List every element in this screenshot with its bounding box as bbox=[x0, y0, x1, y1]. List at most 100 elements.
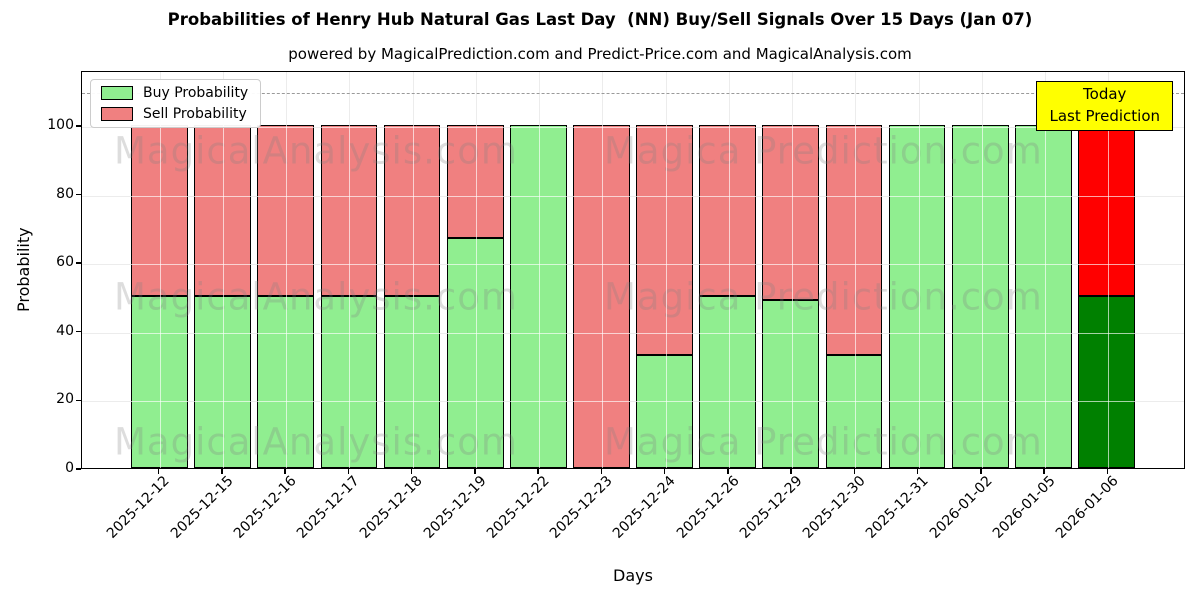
y-tick-mark bbox=[76, 399, 81, 402]
x-axis-label: Days bbox=[613, 566, 653, 585]
x-tick-label-text: 2025-12-12 bbox=[104, 473, 173, 542]
y-tick-label: 80 bbox=[56, 185, 74, 202]
sell-swatch-icon bbox=[101, 107, 133, 122]
bar-segment-sell bbox=[573, 124, 630, 468]
bar-segment-sell bbox=[320, 124, 378, 297]
x-tick-label-text: 2025-12-24 bbox=[610, 473, 679, 542]
watermark-text: MagicalAnalysis.com bbox=[114, 275, 518, 319]
v-gridline-front bbox=[349, 72, 351, 468]
bar-slot-2025-12-23 bbox=[570, 72, 633, 468]
bar-segment-buy bbox=[1078, 296, 1135, 468]
x-tick-label-text: 2025-12-16 bbox=[230, 473, 300, 542]
y-tick-label: 100 bbox=[47, 116, 74, 133]
v-gridline-front bbox=[855, 72, 857, 468]
bar-segment-buy bbox=[762, 299, 820, 468]
x-tick-mark bbox=[347, 469, 350, 474]
buy-swatch-icon bbox=[101, 86, 133, 101]
bar-segment-buy bbox=[383, 296, 441, 468]
x-tick-mark bbox=[537, 469, 539, 474]
x-tick-mark bbox=[980, 469, 982, 474]
x-tick-label-text: 2026-01-02 bbox=[926, 473, 996, 542]
bar-segment-sell bbox=[446, 124, 504, 239]
x-tick-mark bbox=[410, 469, 413, 474]
v-gridline-front bbox=[602, 72, 604, 468]
bar-slot-2025-12-15 bbox=[191, 72, 254, 468]
x-tick-label-text: 2025-12-22 bbox=[483, 473, 553, 542]
today-annotation-line1: Today bbox=[1083, 85, 1127, 103]
bar-slot-2025-12-19 bbox=[444, 72, 507, 468]
x-tick-label-text: 2026-01-06 bbox=[1052, 473, 1122, 542]
watermark-text: MagicalAnalysis.com bbox=[114, 420, 518, 464]
x-tick-label-text: 2025-12-30 bbox=[799, 473, 869, 542]
y-tick-mark bbox=[76, 193, 81, 196]
plot-area: Buy Probability Sell Probability Today L… bbox=[81, 71, 1185, 469]
bar-segment-buy bbox=[257, 296, 315, 468]
bar-segment-buy bbox=[636, 354, 693, 468]
legend-sell-label: Sell Probability bbox=[143, 106, 247, 123]
legend-buy-label: Buy Probability bbox=[143, 85, 249, 101]
bar-slot-2025-12-31 bbox=[886, 72, 949, 468]
bar-slot-2025-12-18 bbox=[381, 72, 444, 468]
x-tick-mark bbox=[663, 469, 666, 474]
bar-segment-buy bbox=[699, 296, 757, 468]
bar-slot-2026-01-05 bbox=[1012, 72, 1075, 468]
v-gridline-front bbox=[475, 72, 477, 468]
bar-segment-buy bbox=[446, 238, 504, 468]
watermark-text: Magica Prediction.com bbox=[604, 420, 1043, 464]
x-tick-mark bbox=[284, 469, 286, 474]
x-tick-label-text: 2025-12-19 bbox=[420, 473, 490, 542]
v-gridline-front bbox=[792, 72, 794, 468]
bar-slot-2026-01-06 bbox=[1075, 72, 1138, 468]
v-gridline-front bbox=[286, 72, 288, 468]
v-gridline-front bbox=[981, 72, 983, 468]
x-tick-mark bbox=[853, 469, 856, 474]
x-tick-mark bbox=[1043, 469, 1045, 474]
bar-segment-sell bbox=[762, 124, 820, 300]
y-tick-mark bbox=[76, 468, 81, 470]
bar-segment-sell bbox=[383, 124, 441, 297]
y-tick-label: 40 bbox=[56, 322, 74, 339]
h-gridline-front bbox=[82, 126, 1184, 128]
y-tick-label: 0 bbox=[65, 460, 74, 476]
bar-slot-2025-12-24 bbox=[633, 72, 696, 468]
x-tick-mark bbox=[916, 469, 919, 474]
bar-segment-sell bbox=[194, 124, 252, 297]
watermark-text: MagicalAnalysis.com bbox=[114, 129, 518, 173]
bar-slot-2025-12-16 bbox=[254, 72, 317, 468]
x-tick-mark bbox=[600, 469, 603, 474]
bar-slot-2025-12-30 bbox=[822, 72, 885, 468]
bar-segment-sell bbox=[131, 124, 188, 297]
today-annotation-line2: Last Prediction bbox=[1049, 106, 1160, 125]
y-tick-label: 20 bbox=[56, 391, 74, 408]
v-gridline-front bbox=[728, 72, 730, 468]
x-tick-mark bbox=[790, 469, 792, 474]
y-tick-mark bbox=[76, 125, 81, 127]
bar-slot-2026-01-02 bbox=[949, 72, 1012, 468]
bar-segment-sell bbox=[825, 124, 883, 355]
v-gridline-front bbox=[918, 72, 920, 468]
dashed-reference-line bbox=[82, 92, 1184, 94]
h-gridline-front bbox=[82, 264, 1184, 266]
bar-segment-buy bbox=[509, 124, 567, 468]
bar-slot-2025-12-29 bbox=[759, 72, 822, 468]
bar-segment-buy bbox=[1014, 124, 1072, 468]
bar-slot-2025-12-22 bbox=[507, 72, 570, 468]
x-tick-mark bbox=[1106, 469, 1109, 474]
y-tick-label: 60 bbox=[56, 254, 74, 271]
bar-segment-sell bbox=[1078, 124, 1135, 297]
x-tick-mark bbox=[474, 469, 476, 474]
x-tick-label-text: 2026-01-05 bbox=[989, 473, 1059, 542]
v-gridline-front bbox=[539, 72, 541, 468]
bar-segment-buy bbox=[131, 296, 188, 468]
v-gridline-front bbox=[1108, 72, 1110, 468]
chart-subtitle: powered by MagicalPrediction.com and Pre… bbox=[288, 45, 912, 63]
bar-slot-2025-12-26 bbox=[696, 72, 759, 468]
v-gridline-front bbox=[1045, 72, 1047, 468]
x-tick-label-text: 2025-12-17 bbox=[293, 473, 363, 542]
x-tick-label-text: 2025-12-26 bbox=[673, 473, 743, 542]
bar-slot-2025-12-17 bbox=[317, 72, 380, 468]
v-gridline-front bbox=[222, 72, 224, 468]
x-tick-label-text: 2025-12-18 bbox=[357, 473, 426, 542]
bar-segment-buy bbox=[320, 296, 378, 468]
